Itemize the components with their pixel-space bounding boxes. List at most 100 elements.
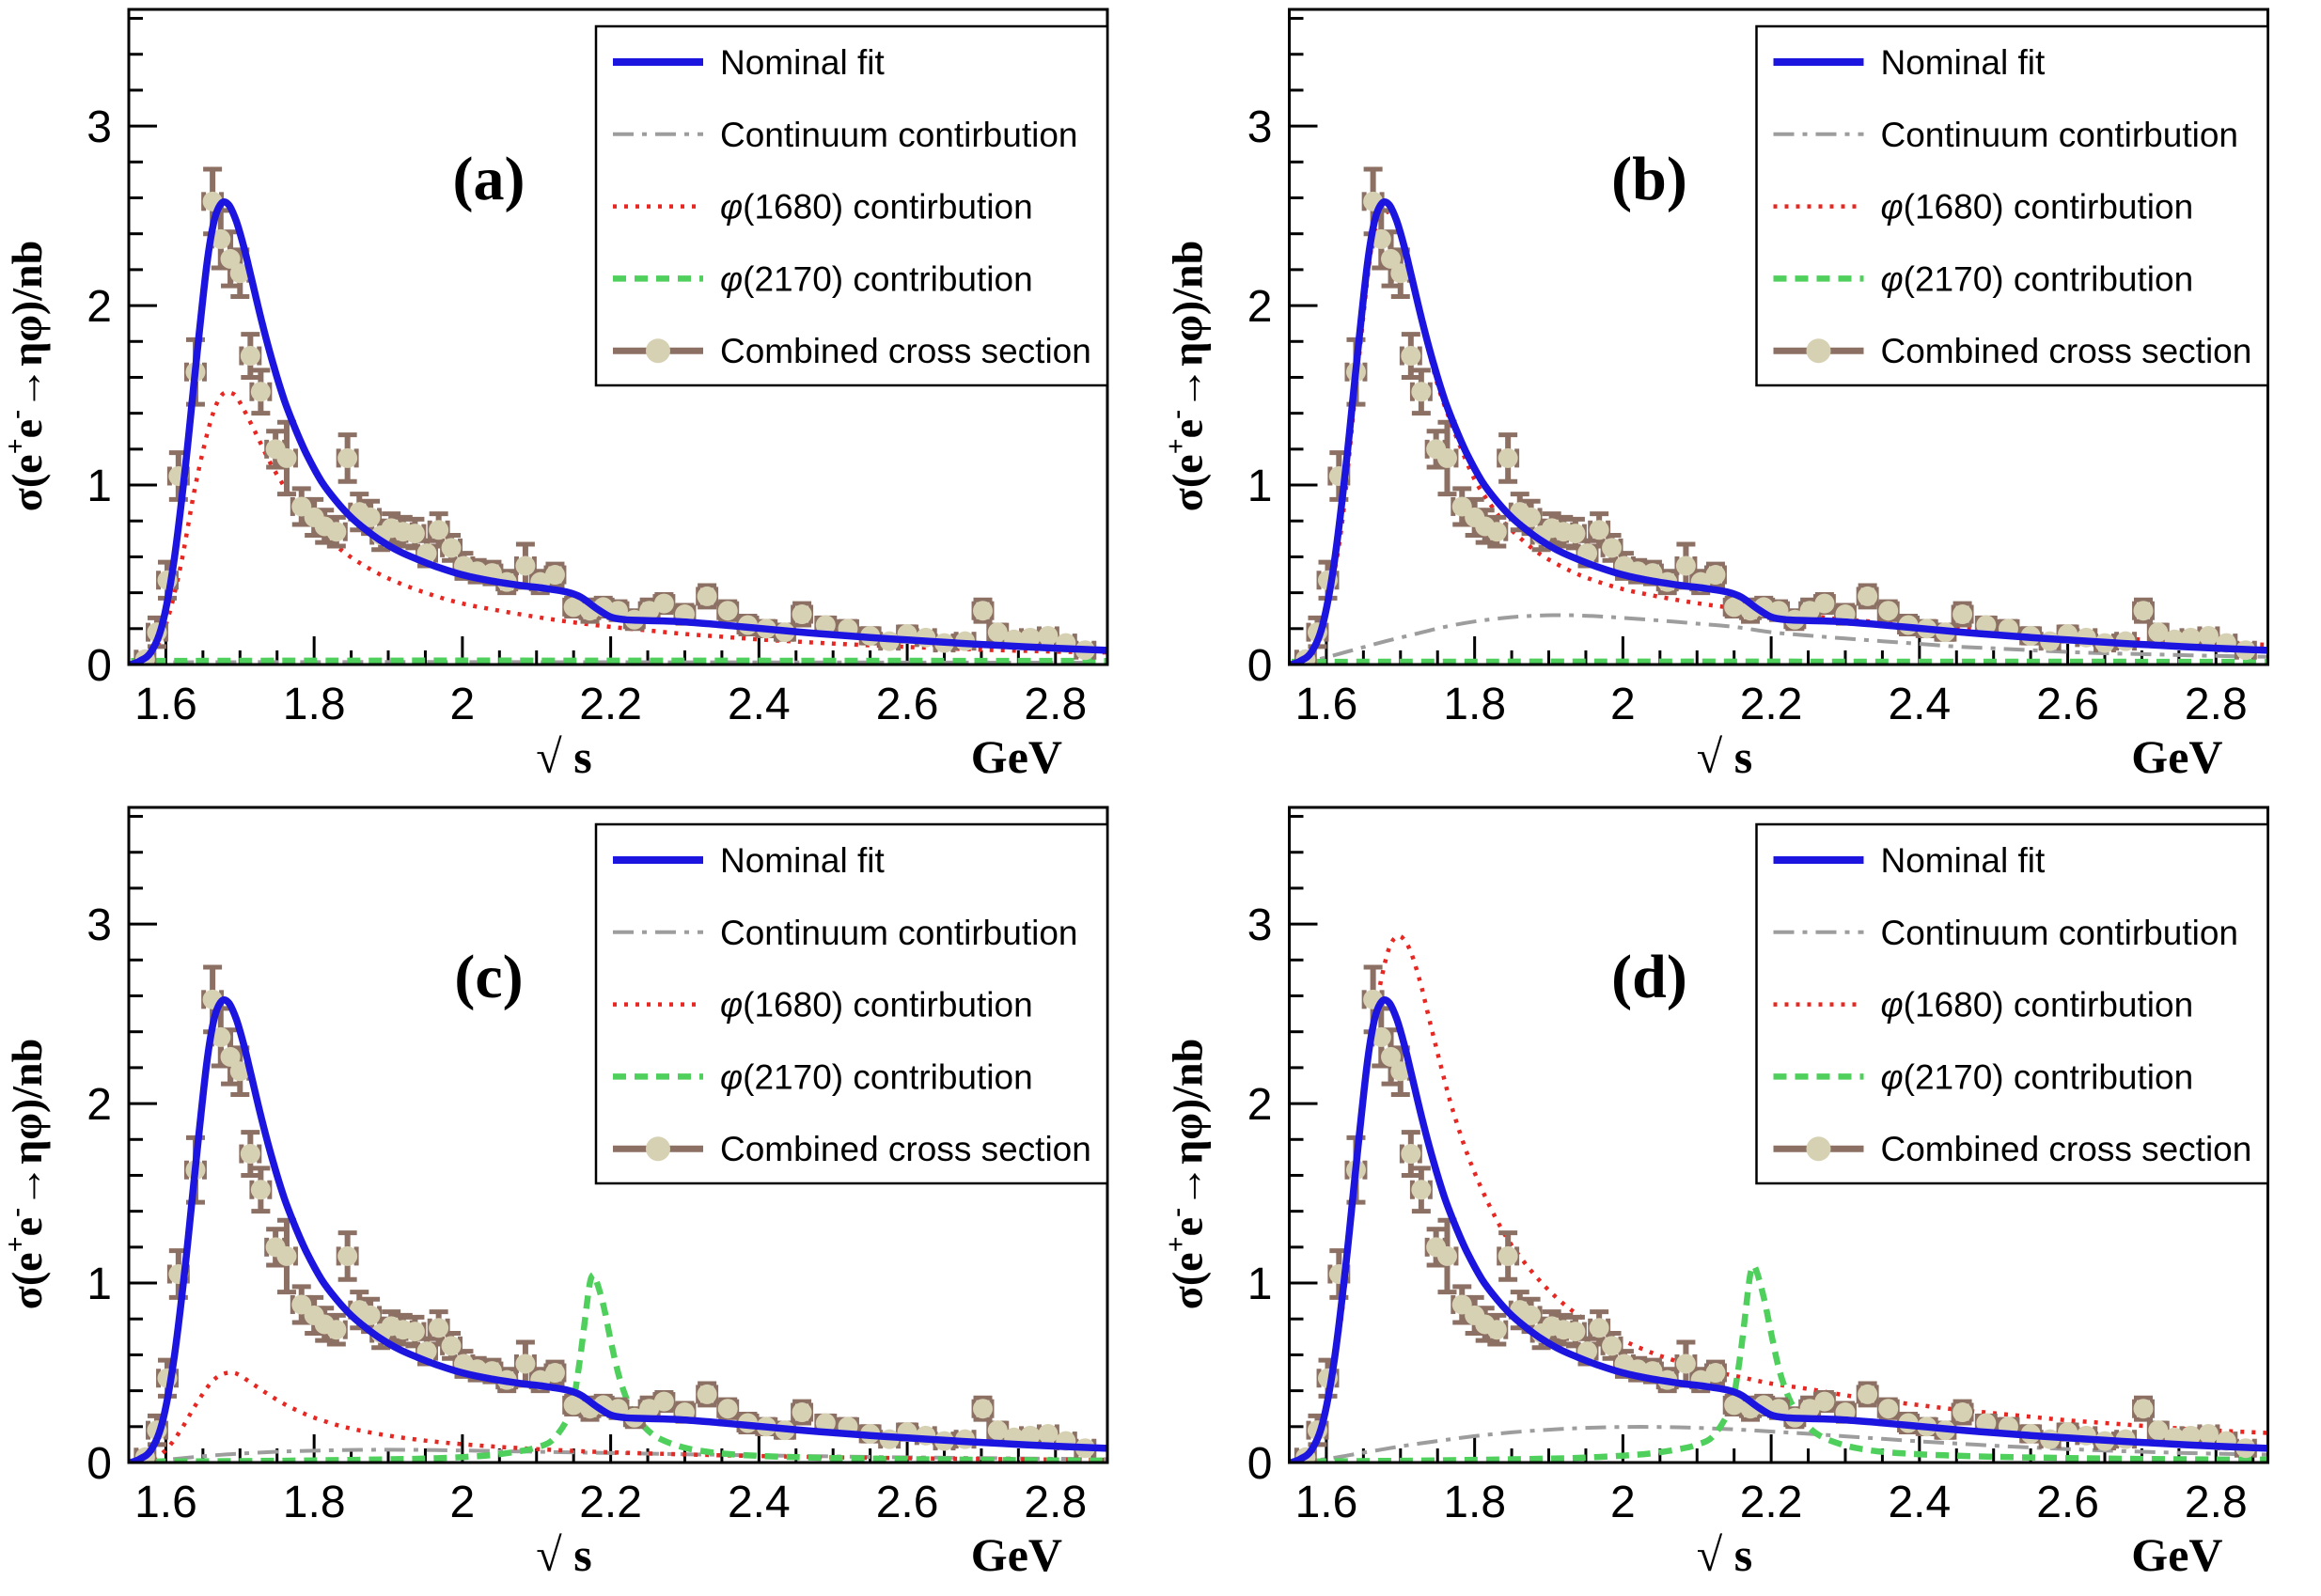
x-axis-unit: GeV [971,1528,1062,1581]
x-tick-label: 2.8 [1024,680,1087,729]
nominal-fit-curve [1290,198,2268,665]
data-point [1498,447,1518,468]
legend-marker-data-point [646,1136,670,1162]
data-point [240,346,260,367]
data-point [441,538,462,558]
legend-label-nominal: Nominal fit [1881,43,2046,82]
panel-letter: (b) [1611,145,1687,213]
y-tick-label: 2 [1247,282,1273,332]
data-point [404,524,425,544]
data-point [337,1245,358,1266]
panel-cell-a: 1.6 1.8 2 2.2 2.4 2.6 2.8 0 1 2 3 √ s GeV σ(e+e-→ηφ)/… [0,0,1160,798]
nominal-fit-curve [130,198,1107,665]
legend-label-data: Combined cross section [1881,1130,2252,1168]
data-point [1038,1423,1059,1444]
plot-area [130,166,1107,665]
data-point [229,1061,250,1082]
data-point [1020,627,1041,648]
data-point [1952,604,1973,625]
x-tick-label: 2.8 [1024,1478,1087,1527]
x-tick-label: 2 [450,1478,476,1527]
data-point [1521,1305,1542,1325]
legend-label-nominal: Nominal fit [720,43,885,82]
legend-label-phi2170: φ(2170) contribution [720,1057,1033,1096]
nominal-fit-curve [130,996,1107,1463]
y-tick-label: 3 [1247,900,1273,950]
x-tick-label: 2.2 [579,1478,642,1527]
data-point [1498,1245,1518,1266]
y-tick-label: 3 [86,102,112,152]
data-point [429,520,449,540]
data-point [515,555,536,576]
x-tick-label: 2.4 [728,1478,791,1527]
y-tick-label: 0 [86,1439,112,1489]
legend-label-data: Combined cross section [1881,332,2252,370]
data-point [1411,1180,1432,1200]
y-axis-title: σ(e+e-→ηφ)/nb [1161,1039,1212,1309]
data-point [2133,1399,2154,1419]
x-tick-label: 2.6 [2036,680,2099,729]
legend-label-phi2170: φ(2170) contribution [1881,1057,2194,1096]
data-point [276,447,297,468]
legend-label-phi1680: φ(1680) contirbution [720,986,1033,1025]
panel-b-plot: 1.6 1.8 2 2.2 2.4 2.6 2.8 0 1 2 3 √ s GeV σ(e+e-→ηφ)/… [1161,8,2269,783]
legend: Nominal fit Continuum contirbution φ(1680)… [1755,24,2269,387]
x-tick-label: 1.8 [283,1478,346,1527]
data-point [1589,1318,1609,1338]
data-point [1952,1402,1973,1423]
x-tick-label: 2 [450,680,476,729]
x-tick-label: 1.8 [1443,680,1506,729]
data-point [1565,1322,1586,1342]
y-tick-label: 0 [1247,1439,1273,1489]
panel-letter: (d) [1611,943,1687,1011]
x-tick-label: 2.2 [1740,1478,1803,1527]
x-axis-title: √ s [1697,1528,1752,1581]
data-point [1976,1413,1997,1433]
data-point [815,615,836,635]
data-point [404,1322,425,1342]
x-axis-title: √ s [536,1528,591,1581]
data-point [544,1363,565,1384]
panel-letter: (a) [453,145,525,213]
x-axis-unit: GeV [971,730,1062,783]
data-point [2198,625,2219,646]
data-point [1020,1425,1041,1446]
x-tick-label: 2.6 [876,680,939,729]
y-tick-label: 3 [1247,102,1273,152]
data-point [697,586,717,606]
legend-marker-data-point [646,338,670,364]
data-point [1724,1395,1745,1416]
data-point [1705,565,1726,586]
data-point [1565,524,1586,544]
legend-label-phi1680: φ(1680) contirbution [1881,188,2194,227]
data-point [1858,586,1878,606]
data-point [2148,1420,2169,1441]
data-point [1602,538,1623,558]
y-axis-title: σ(e+e-→ηφ)/nb [0,241,51,511]
data-point [240,1144,260,1165]
data-point [360,507,381,527]
y-tick-label: 1 [86,462,112,511]
legend-marker-data-point [1806,1136,1831,1162]
x-tick-label: 2 [1610,680,1636,729]
data-point [563,1395,584,1416]
data-point [2180,1425,2201,1446]
data-point [1814,1391,1835,1412]
data-point [1878,601,1899,621]
data-point [544,565,565,586]
data-point [276,1245,297,1266]
x-tick-label: 1.6 [134,1478,197,1527]
data-point [211,1026,231,1047]
x-tick-label: 2.4 [1888,1478,1951,1527]
data-point [229,263,250,284]
data-point [1371,1026,1391,1047]
data-point [815,1413,836,1433]
legend-label-nominal: Nominal fit [1881,841,2046,880]
data-point [973,601,994,621]
data-point [1589,520,1609,540]
data-point [1371,228,1391,249]
data-point [1976,615,1997,635]
data-point [515,1353,536,1374]
x-axis-unit: GeV [2131,730,2222,783]
x-tick-label: 1.8 [1443,1478,1506,1527]
